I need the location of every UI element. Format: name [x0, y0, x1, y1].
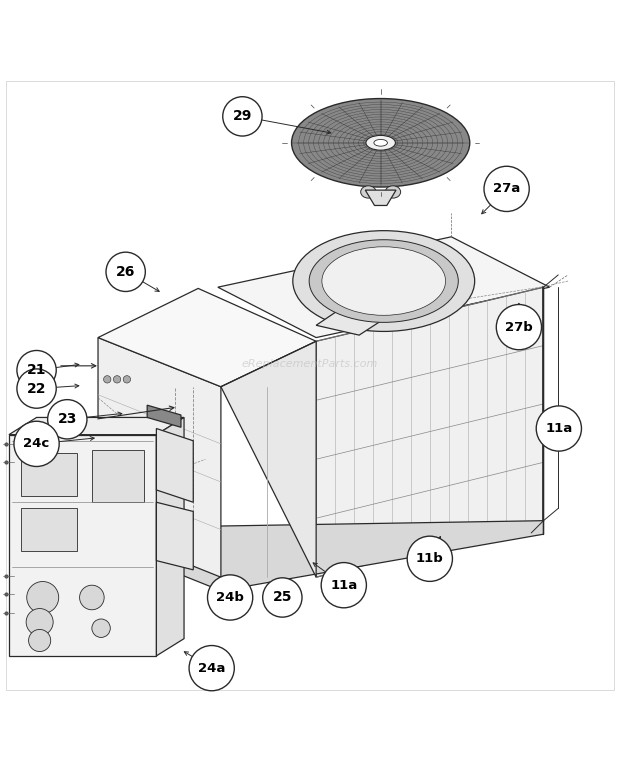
Text: 11a: 11a: [545, 422, 572, 435]
Circle shape: [189, 645, 234, 691]
Circle shape: [79, 585, 104, 610]
Ellipse shape: [291, 99, 470, 187]
Text: 27b: 27b: [505, 321, 533, 334]
Circle shape: [106, 252, 145, 291]
Text: 22: 22: [27, 382, 46, 396]
Bar: [92, 450, 144, 502]
Circle shape: [17, 369, 56, 408]
Circle shape: [113, 375, 121, 383]
Circle shape: [27, 581, 59, 614]
Circle shape: [29, 629, 51, 651]
Ellipse shape: [374, 140, 388, 146]
Circle shape: [26, 608, 53, 635]
Circle shape: [208, 575, 253, 620]
Ellipse shape: [322, 247, 446, 315]
Polygon shape: [156, 417, 184, 656]
Circle shape: [223, 96, 262, 136]
Circle shape: [536, 406, 582, 451]
Polygon shape: [98, 520, 544, 591]
Circle shape: [123, 375, 131, 383]
Text: eReplacementParts.com: eReplacementParts.com: [242, 359, 378, 369]
Polygon shape: [221, 342, 316, 577]
Ellipse shape: [361, 186, 376, 198]
Text: 24b: 24b: [216, 591, 244, 604]
Ellipse shape: [293, 231, 475, 332]
Text: 21: 21: [27, 363, 46, 377]
Polygon shape: [98, 288, 316, 387]
Polygon shape: [316, 308, 384, 335]
Polygon shape: [9, 417, 184, 435]
Circle shape: [321, 563, 366, 608]
Text: 27a: 27a: [493, 183, 520, 195]
Polygon shape: [98, 338, 221, 577]
Polygon shape: [316, 287, 544, 577]
Text: 29: 29: [232, 109, 252, 123]
Text: 24c: 24c: [24, 437, 50, 450]
Polygon shape: [218, 237, 550, 338]
Circle shape: [17, 351, 56, 390]
Circle shape: [92, 619, 110, 638]
Text: 26: 26: [116, 264, 135, 279]
Circle shape: [407, 536, 453, 581]
Circle shape: [48, 399, 87, 439]
Circle shape: [14, 421, 59, 466]
Text: 24a: 24a: [198, 662, 226, 675]
Bar: [21, 508, 76, 551]
Polygon shape: [9, 435, 156, 656]
Polygon shape: [365, 190, 396, 205]
Polygon shape: [156, 502, 193, 570]
Text: 25: 25: [273, 591, 292, 604]
Polygon shape: [156, 429, 193, 502]
Text: 11a: 11a: [330, 579, 357, 591]
Text: 23: 23: [58, 412, 77, 426]
Ellipse shape: [385, 186, 401, 198]
Text: 11b: 11b: [416, 552, 444, 565]
Circle shape: [104, 375, 111, 383]
Ellipse shape: [366, 136, 396, 150]
Polygon shape: [147, 406, 181, 427]
Circle shape: [496, 305, 541, 350]
Bar: [21, 453, 76, 496]
Circle shape: [263, 577, 302, 617]
Circle shape: [484, 167, 529, 211]
Ellipse shape: [309, 240, 458, 322]
